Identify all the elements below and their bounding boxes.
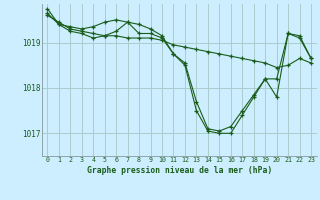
X-axis label: Graphe pression niveau de la mer (hPa): Graphe pression niveau de la mer (hPa) [87,166,272,175]
